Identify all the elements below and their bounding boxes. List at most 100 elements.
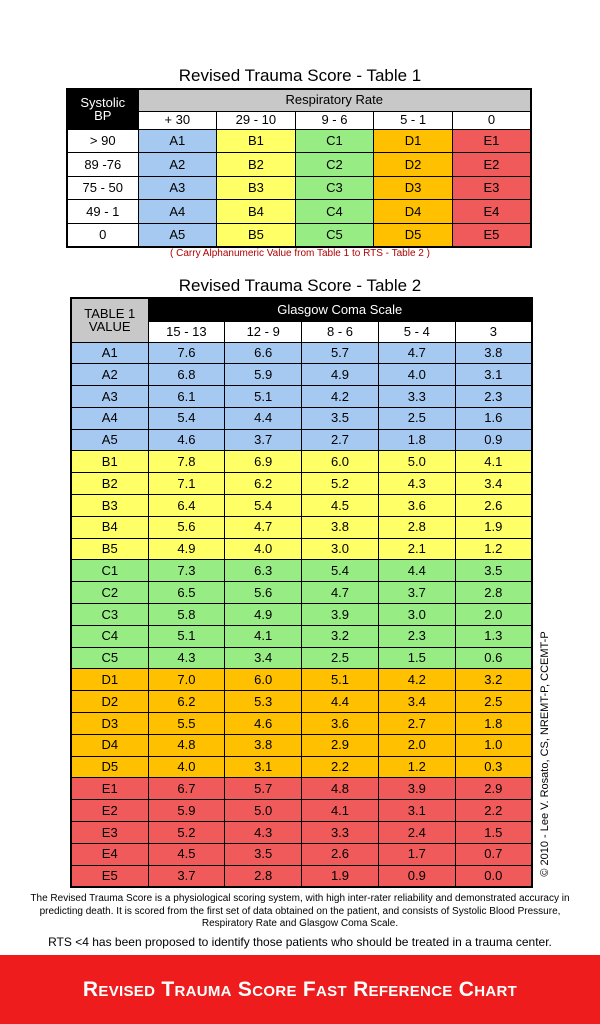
cell: 3.3	[301, 821, 379, 844]
cell: 4.1	[224, 624, 303, 648]
cell: 2.7	[377, 712, 456, 735]
row-label: E4	[70, 842, 149, 866]
column-header: 0	[451, 110, 532, 130]
table-row: D3 5.5 4.6 3.6 2.7 1.8	[70, 712, 533, 735]
cell: 6.8	[147, 363, 226, 387]
cell: 5.1	[147, 624, 226, 648]
cell: A1	[137, 128, 218, 154]
row-label: 75 - 50	[66, 175, 139, 201]
column-header: 12 - 9	[224, 320, 303, 343]
cell: 3.9	[377, 777, 456, 801]
cell: 5.1	[224, 385, 303, 408]
row-label: E5	[70, 864, 149, 888]
cell: 1.8	[377, 428, 456, 452]
table-row: A4 5.4 4.4 3.5 2.5 1.6	[70, 406, 533, 430]
cell: D5	[373, 222, 453, 248]
column-header: 5 - 1	[373, 110, 453, 130]
table-row: 89 -76 A2 B2 C2 D2 E2	[66, 152, 532, 177]
cell: 5.7	[301, 341, 379, 365]
cell: E5	[451, 222, 532, 248]
row-label: B1	[70, 450, 149, 474]
cell: 5.7	[224, 777, 303, 801]
copyright: © 2010 - Lee V. Rosato, CS, NREMT-P, CCE…	[539, 631, 551, 877]
corner-header: Systolic BP	[66, 88, 139, 130]
cell: 4.9	[224, 603, 303, 626]
cell: 3.4	[224, 646, 303, 670]
cell: 3.9	[301, 603, 379, 626]
cell: C2	[294, 152, 375, 177]
cell: 5.6	[147, 515, 226, 539]
cell: 3.4	[454, 472, 533, 496]
cell: B2	[216, 152, 296, 177]
row-label: A2	[70, 363, 149, 387]
cell: 2.5	[301, 646, 379, 670]
cell: 1.5	[454, 821, 533, 844]
rts-note: RTS <4 has been proposed to identify tho…	[48, 935, 552, 949]
cell: 2.8	[454, 581, 533, 605]
group-header: Glasgow Coma Scale	[147, 297, 533, 322]
row-label: A4	[70, 406, 149, 430]
cell: 2.6	[301, 842, 379, 866]
row-label: D3	[70, 712, 149, 735]
cell: 6.9	[224, 450, 303, 474]
table-title: Revised Trauma Score - Table 2	[178, 276, 422, 295]
cell: 3.5	[301, 406, 379, 430]
cell: 4.5	[301, 494, 379, 517]
cell: 6.0	[301, 450, 379, 474]
cell: 0.9	[454, 428, 533, 452]
row-label: C5	[70, 646, 149, 670]
cell: 4.0	[224, 537, 303, 561]
table: TABLE 1 VALUE Glasgow Coma Scale 15 - 13 1…	[70, 297, 533, 888]
cell: 5.3	[224, 690, 303, 714]
cell: E2	[451, 152, 532, 177]
table-row: C1 7.3 6.3 5.4 4.4 3.5	[70, 559, 533, 583]
cell: E1	[451, 128, 532, 154]
cell: 2.3	[377, 624, 456, 648]
table-row: D5 4.0 3.1 2.2 1.2 0.3	[70, 755, 533, 779]
cell: 3.3	[377, 385, 456, 408]
cell: 3.8	[454, 341, 533, 365]
cell: A4	[137, 199, 218, 224]
cell: 6.2	[147, 690, 226, 714]
cell: 2.9	[454, 777, 533, 801]
cell: C3	[294, 175, 375, 201]
cell: E4	[451, 199, 532, 224]
cell: B5	[216, 222, 296, 248]
cell: C1	[294, 128, 375, 154]
cell: 1.8	[454, 712, 533, 735]
cell: 3.0	[301, 537, 379, 561]
cell: 4.7	[377, 341, 456, 365]
cell: 2.9	[301, 733, 379, 757]
cell: B1	[216, 128, 296, 154]
cell: 3.1	[454, 363, 533, 387]
cell: 4.3	[147, 646, 226, 670]
table-row: D2 6.2 5.3 4.4 3.4 2.5	[70, 690, 533, 714]
column-header: 5 - 4	[377, 320, 456, 343]
cell: 7.1	[147, 472, 226, 496]
cell: 6.7	[147, 777, 226, 801]
cell: A2	[137, 152, 218, 177]
cell: 5.9	[147, 799, 226, 823]
row-label: D2	[70, 690, 149, 714]
cell: 1.7	[377, 842, 456, 866]
row-label: E3	[70, 821, 149, 844]
cell: 0.7	[454, 842, 533, 866]
cell: 4.5	[147, 842, 226, 866]
row-label: A3	[70, 385, 149, 408]
cell: 2.8	[377, 515, 456, 539]
cell: 5.0	[224, 799, 303, 823]
cell: 3.4	[377, 690, 456, 714]
group-header: Respiratory Rate	[137, 88, 532, 112]
cell: D1	[373, 128, 453, 154]
cell: 1.9	[454, 515, 533, 539]
cell: 2.2	[301, 755, 379, 779]
cell: 2.6	[454, 494, 533, 517]
cell: C4	[294, 199, 375, 224]
table-row: D1 7.0 6.0 5.1 4.2 3.2	[70, 668, 533, 692]
cell: 4.9	[301, 363, 379, 387]
cell: D4	[373, 199, 453, 224]
row-label: E1	[70, 777, 149, 801]
cell: A3	[137, 175, 218, 201]
cell: 2.5	[454, 690, 533, 714]
